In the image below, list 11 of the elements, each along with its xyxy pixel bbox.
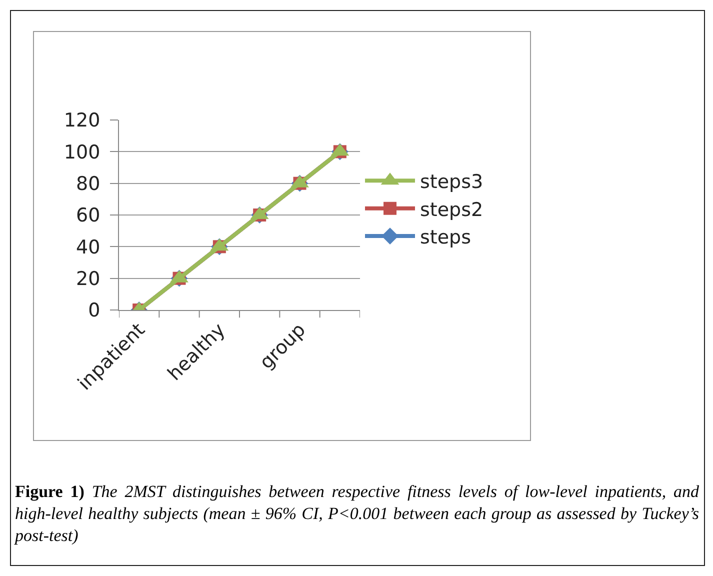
- y-tick-label: 60: [76, 204, 100, 227]
- legend-label: steps2: [420, 198, 484, 221]
- y-tick-label: 100: [64, 141, 100, 164]
- y-tick-label: 120: [64, 110, 100, 132]
- legend-label: steps3: [420, 171, 484, 194]
- y-tick-label: 40: [76, 236, 100, 258]
- caption: Figure 1) The 2MST distinguishes between respective fitness levels of low-level inpatients, and high-level healthy subjects (mean ± 96% CI, P<0.001 between each group as assessed by Tuckey’s post-test): [15, 482, 699, 545]
- y-tick-label: 80: [76, 172, 100, 195]
- legend-label: steps: [420, 226, 471, 248]
- y-tick-label: 20: [76, 268, 100, 290]
- y-tick-label: 0: [88, 300, 100, 322]
